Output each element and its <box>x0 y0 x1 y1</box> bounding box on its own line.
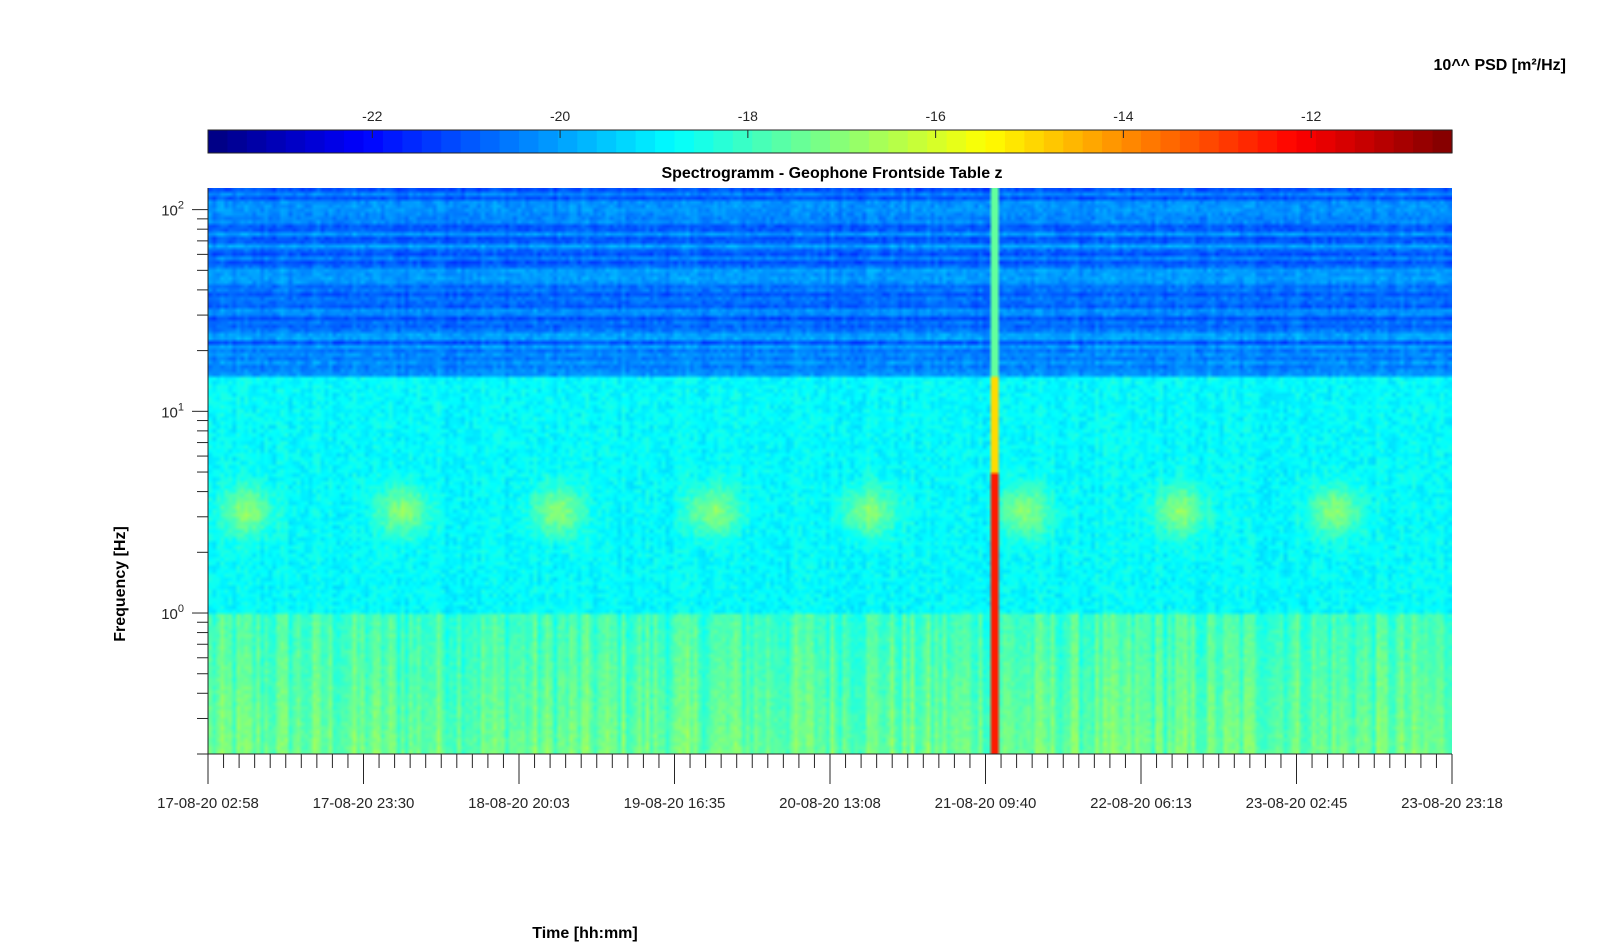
colorbar-segment <box>1160 130 1181 153</box>
colorbar-segment <box>849 130 870 153</box>
colorbar-segment <box>1257 130 1278 153</box>
colorbar-segment <box>868 130 889 153</box>
colorbar-segment <box>1432 130 1453 153</box>
colorbar-segment <box>1024 130 1045 153</box>
colorbar-frame <box>207 129 1453 154</box>
colorbar-segment <box>674 130 695 153</box>
colorbar-segment <box>1413 130 1434 153</box>
colorbar-segment <box>830 130 851 153</box>
colorbar-segment <box>655 130 676 153</box>
colorbar-segment <box>441 130 462 153</box>
colorbar-segment <box>1141 130 1162 153</box>
x-tick-label: 19-08-20 16:35 <box>624 795 726 812</box>
colorbar-segment <box>305 130 326 153</box>
colorbar-segment <box>596 130 617 153</box>
colorbar-segment <box>577 130 598 153</box>
colorbar-segment <box>927 130 948 153</box>
colorbar-segment <box>616 130 637 153</box>
colorbar-segment <box>519 130 540 153</box>
colorbar-segment <box>732 130 753 153</box>
colorbar-segment <box>1063 130 1084 153</box>
y-tick-label: 101 <box>161 401 184 421</box>
colorbar-segment <box>1277 130 1298 153</box>
colorbar-segment <box>907 130 928 153</box>
colorbar-segment <box>752 130 773 153</box>
colorbar-segment <box>402 130 423 153</box>
x-axis: 17-08-20 02:58 17-08-20 23:30 18-08-20 20:… <box>157 753 1503 812</box>
colorbar-segment <box>227 130 248 153</box>
x-tick-label: 23-08-20 23:18 <box>1401 795 1503 812</box>
colorbar-segment <box>324 130 345 153</box>
colorbar-tick-label: -12 <box>1301 108 1321 124</box>
colorbar-segment <box>1374 130 1395 153</box>
x-tick-label: 17-08-20 02:58 <box>157 795 259 812</box>
colorbar <box>207 129 1453 154</box>
colorbar-ticks: -22 -20 -18 -16 -14 -12 <box>362 108 1322 138</box>
y-tick-label: 102 <box>161 200 184 220</box>
colorbar-segment <box>538 130 559 153</box>
colorbar-tick-label: -20 <box>550 108 570 124</box>
colorbar-segment <box>1238 130 1259 153</box>
colorbar-segment <box>966 130 987 153</box>
colorbar-units-label: 10^^ PSD [m²/Hz] <box>1434 57 1566 74</box>
colorbar-segment <box>810 130 831 153</box>
colorbar-segment <box>791 130 812 153</box>
x-tick-label: 20-08-20 13:08 <box>779 795 881 812</box>
x-tick-label: 17-08-20 23:30 <box>313 795 415 812</box>
colorbar-segment <box>208 130 229 153</box>
colorbar-segment <box>946 130 967 153</box>
colorbar-segment <box>1179 130 1200 153</box>
colorbar-tick-label: -14 <box>1113 108 1133 124</box>
colorbar-segment <box>1315 130 1336 153</box>
colorbar-segment <box>1354 130 1375 153</box>
colorbar-segment <box>363 130 384 153</box>
x-tick-label: 18-08-20 20:03 <box>468 795 570 812</box>
colorbar-segment <box>985 130 1006 153</box>
colorbar-segment <box>266 130 287 153</box>
x-tick-label: 21-08-20 09:40 <box>935 795 1037 812</box>
y-tick-label: 100 <box>161 603 184 623</box>
colorbar-segment <box>693 130 714 153</box>
colorbar-segment <box>1043 130 1064 153</box>
spectrogram-heatmap <box>208 188 1452 754</box>
y-axis-label: Frequency [Hz] <box>112 526 129 642</box>
colorbar-segment <box>771 130 792 153</box>
colorbar-segment <box>499 130 520 153</box>
x-tick-label: 23-08-20 02:45 <box>1246 795 1348 812</box>
colorbar-tick-label: -18 <box>738 108 758 124</box>
y-axis: 100 101 102 <box>161 188 209 755</box>
spectrogram-image <box>208 188 1452 754</box>
x-tick-label: 22-08-20 06:13 <box>1090 795 1192 812</box>
colorbar-segment <box>285 130 306 153</box>
colorbar-segment <box>421 130 442 153</box>
colorbar-segment <box>1199 130 1220 153</box>
colorbar-segment <box>1218 130 1239 153</box>
x-axis-label: Time [hh:mm] <box>532 925 637 942</box>
colorbar-segment <box>635 130 656 153</box>
colorbar-segment <box>1335 130 1356 153</box>
colorbar-segment <box>1102 130 1123 153</box>
colorbar-tick-label: -16 <box>926 108 946 124</box>
colorbar-segment <box>480 130 501 153</box>
colorbar-segment <box>1004 130 1025 153</box>
colorbar-segment <box>246 130 267 153</box>
colorbar-segment <box>344 130 365 153</box>
colorbar-tick-label: -22 <box>362 108 382 124</box>
colorbar-segment <box>460 130 481 153</box>
colorbar-segment <box>1121 130 1142 153</box>
colorbar-segment <box>382 130 403 153</box>
colorbar-segment <box>557 130 578 153</box>
colorbar-segment <box>1393 130 1414 153</box>
colorbar-segment <box>888 130 909 153</box>
chart-title: Spectrogramm - Geophone Frontside Table … <box>661 165 1002 182</box>
colorbar-segment <box>1082 130 1103 153</box>
colorbar-segment <box>713 130 734 153</box>
colorbar-segment <box>1296 130 1317 153</box>
